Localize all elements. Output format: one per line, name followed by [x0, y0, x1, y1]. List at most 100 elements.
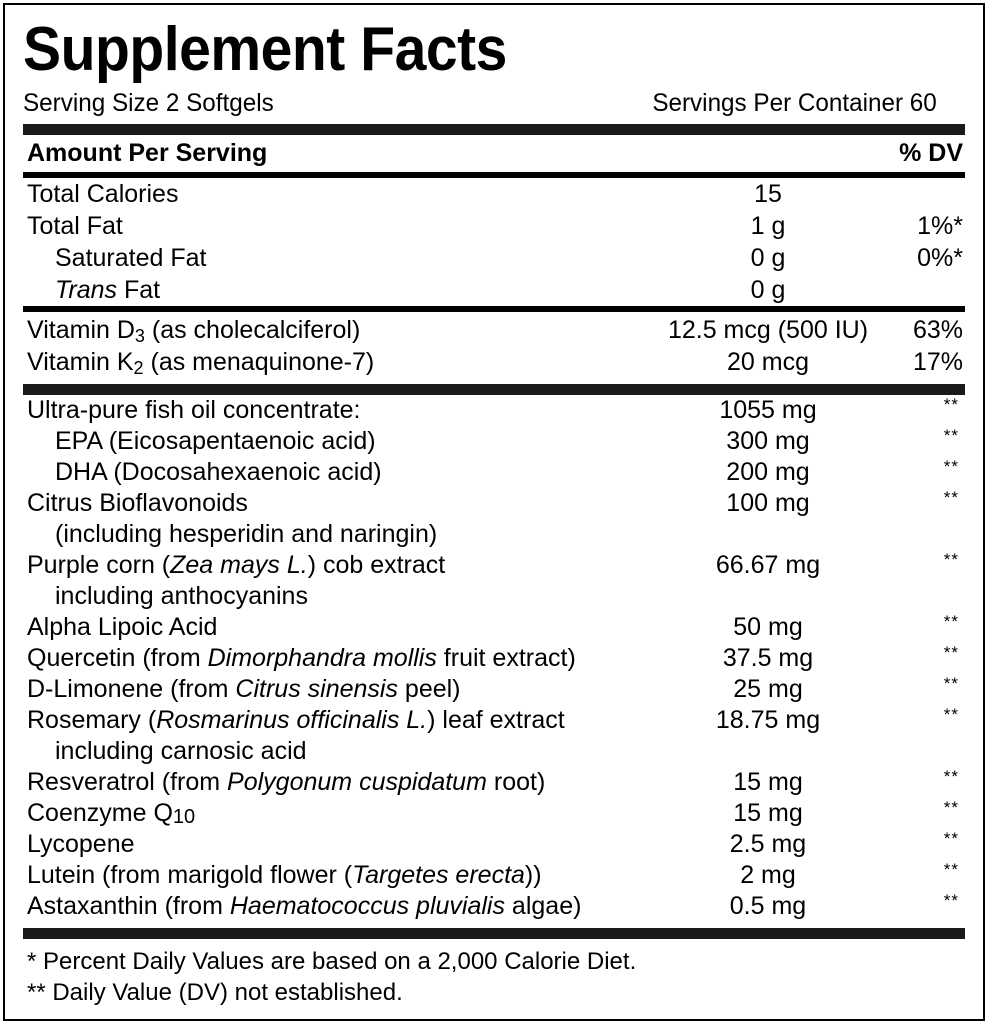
row-dv: ** — [943, 860, 959, 879]
row-name: Astaxanthin (from Haematococcus pluviali… — [27, 892, 582, 920]
row-dv: ** — [943, 488, 959, 507]
row-amount: 15 mg — [733, 799, 803, 827]
supplement-facts-panel: Supplement Facts Serving Size 2 Softgels… — [3, 3, 985, 1021]
footnote-dv-not-established: ** Daily Value (DV) not established. — [27, 979, 403, 1006]
table-row: Resveratrol (from Polygonum cuspidatum r… — [23, 767, 965, 798]
row-dv: ** — [943, 643, 959, 662]
table-row: Saturated Fat 0 g 0%* — [23, 242, 965, 274]
row-name: Coenzyme Q10 — [27, 799, 196, 828]
row-amount: 1055 mg — [719, 396, 817, 424]
row-amount: 12.5 mcg (500 IU) — [667, 316, 869, 344]
row-name: Saturated Fat — [55, 244, 207, 272]
page-title: Supplement Facts — [23, 15, 507, 84]
row-dv: 0%* — [917, 244, 963, 272]
table-row: Lutein (from marigold flower (Targetes e… — [23, 860, 965, 891]
row-name: Purple corn (Zea mays L.) cob extract — [27, 551, 446, 579]
table-row: Total Calories 15 — [23, 178, 965, 210]
row-name: DHA (Docosahexaenoic acid) — [55, 458, 382, 486]
row-name: Ultra-pure fish oil concentrate: — [27, 396, 361, 424]
row-name: Quercetin (from Dimorphandra mollis frui… — [27, 644, 576, 672]
row-name: EPA (Eicosapentaenoic acid) — [55, 427, 376, 455]
divider-thick-top — [23, 124, 965, 135]
divider-thick-bottom — [23, 928, 965, 939]
row-dv: 1%* — [917, 212, 963, 240]
table-row: (including hesperidin and naringin) — [23, 519, 965, 550]
table-row: Citrus Bioflavonoids 100 mg ** — [23, 488, 965, 519]
table-row: Lycopene 2.5 mg ** — [23, 829, 965, 860]
footnote-daily-values: * Percent Daily Values are based on a 2,… — [27, 948, 637, 975]
row-dv: ** — [943, 829, 959, 848]
row-amount: 1 g — [750, 212, 786, 240]
row-amount: 20 mcg — [727, 348, 809, 376]
row-dv: 17% — [912, 348, 963, 376]
table-row: Trans Fat 0 g — [23, 274, 965, 306]
row-amount: 15 mg — [733, 768, 803, 796]
row-name: including carnosic acid — [55, 737, 307, 765]
amount-per-serving-header-row: Amount Per Serving % DV — [23, 135, 965, 172]
row-name: Trans Fat — [55, 276, 161, 304]
divider-below-header — [23, 172, 965, 178]
table-row: Vitamin K2 (as menaquinone-7) 20 mcg 17% — [23, 346, 965, 378]
row-name: Resveratrol (from Polygonum cuspidatum r… — [27, 768, 546, 796]
row-amount: 18.75 mg — [715, 706, 821, 734]
row-amount: 2.5 mg — [729, 830, 807, 858]
row-dv: ** — [943, 612, 959, 631]
row-name: Lutein (from marigold flower (Targetes e… — [27, 861, 542, 889]
table-row: Ultra-pure fish oil concentrate: 1055 mg… — [23, 395, 965, 426]
table-row: D-Limonene (from Citrus sinensis peel) 2… — [23, 674, 965, 705]
row-name: Lycopene — [27, 830, 135, 858]
table-row: Purple corn (Zea mays L.) cob extract 66… — [23, 550, 965, 581]
dv-header-label: % DV — [899, 139, 963, 167]
row-amount: 0.5 mg — [729, 892, 807, 920]
table-row: Coenzyme Q10 15 mg ** — [23, 798, 965, 829]
table-row: Astaxanthin (from Haematococcus pluviali… — [23, 891, 965, 922]
row-name: Vitamin K2 (as menaquinone-7) — [27, 348, 375, 378]
row-name: including anthocyanins — [55, 582, 308, 610]
table-row: EPA (Eicosapentaenoic acid) 300 mg ** — [23, 426, 965, 457]
row-dv: ** — [943, 705, 959, 724]
row-name: Alpha Lipoic Acid — [27, 613, 218, 641]
table-row: Total Fat 1 g 1%* — [23, 210, 965, 242]
row-name: D-Limonene (from Citrus sinensis peel) — [27, 675, 461, 703]
row-dv: 63% — [912, 316, 963, 344]
row-amount: 100 mg — [726, 489, 810, 517]
row-name: Total Fat — [27, 212, 123, 240]
nutrition-block: Total Calories 15 Total Fat 1 g 1%* Satu… — [23, 178, 965, 306]
row-dv: ** — [943, 395, 959, 414]
ingredient-block: Ultra-pure fish oil concentrate: 1055 mg… — [23, 395, 965, 922]
footnotes: * Percent Daily Values are based on a 2,… — [23, 946, 965, 1008]
row-amount: 200 mg — [726, 458, 810, 486]
divider-thick-mid — [23, 384, 965, 395]
row-dv: ** — [943, 767, 959, 786]
row-amount: 37.5 mg — [722, 644, 814, 672]
divider-above-vitamins — [23, 306, 965, 312]
row-dv: ** — [943, 891, 959, 910]
table-row: Vitamin D3 (as cholecalciferol) 12.5 mcg… — [23, 314, 965, 346]
table-row: Alpha Lipoic Acid 50 mg ** — [23, 612, 965, 643]
row-dv: ** — [943, 674, 959, 693]
row-dv: ** — [943, 457, 959, 476]
amount-per-serving-label: Amount Per Serving — [27, 139, 268, 167]
row-name: (including hesperidin and naringin) — [55, 520, 438, 548]
serving-info-line: Serving Size 2 Softgels Servings Per Con… — [23, 89, 937, 118]
serving-size: Serving Size 2 Softgels — [23, 89, 274, 117]
table-row: Quercetin (from Dimorphandra mollis frui… — [23, 643, 965, 674]
row-name: Total Calories — [27, 180, 179, 208]
table-row: including anthocyanins — [23, 581, 965, 612]
row-amount: 0 g — [750, 244, 786, 272]
row-amount: 66.67 mg — [715, 551, 821, 579]
row-amount: 0 g — [750, 276, 786, 304]
row-amount: 25 mg — [733, 675, 803, 703]
row-name: Rosemary (Rosmarinus officinalis L.) lea… — [27, 706, 565, 734]
table-row: DHA (Docosahexaenoic acid) 200 mg ** — [23, 457, 965, 488]
row-dv: ** — [943, 798, 959, 817]
row-amount: 2 mg — [740, 861, 796, 889]
row-name: Citrus Bioflavonoids — [27, 489, 248, 517]
row-dv: ** — [943, 550, 959, 569]
row-amount: 50 mg — [733, 613, 803, 641]
servings-per-container: Servings Per Container 60 — [652, 89, 937, 117]
vitamin-block: Vitamin D3 (as cholecalciferol) 12.5 mcg… — [23, 314, 965, 378]
row-dv: ** — [943, 426, 959, 445]
row-amount: 15 — [754, 180, 782, 208]
